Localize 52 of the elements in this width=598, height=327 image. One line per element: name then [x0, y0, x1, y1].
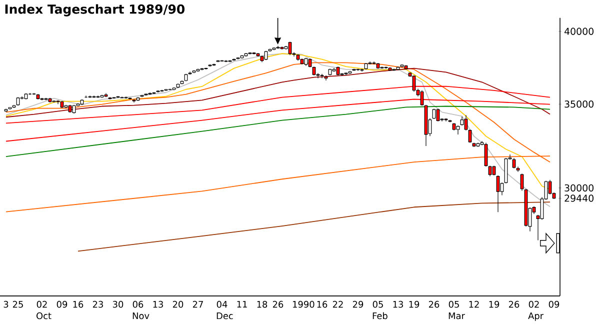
x-tick-label: 27 [192, 300, 203, 308]
x-tick-label: 06 Nov [132, 300, 150, 320]
candlestick [88, 95, 92, 98]
y-tick-label: 35000 [564, 100, 594, 108]
x-tick-label: 29 [352, 300, 364, 308]
candlestick [288, 41, 292, 56]
x-tick-label: 19 [489, 300, 500, 308]
x-tick-label: 05 Feb [372, 300, 388, 320]
line-series [78, 202, 550, 252]
x-tick-label: 3 [4, 300, 8, 308]
x-tick-label: 20 [172, 300, 184, 308]
x-tick-label: 25 [12, 300, 23, 308]
x-tick-label: 16 [73, 300, 84, 308]
x-tick-label: 19 [409, 300, 420, 308]
x-tick-label: 04 Dec [216, 300, 233, 320]
y-tick-label: 30000 [564, 184, 594, 192]
x-tick-label: 05 Mar [448, 300, 465, 320]
x-tick-label: 11 [237, 300, 247, 308]
x-tick-label: 13 [153, 300, 163, 308]
x-tick-label: 22 [332, 300, 343, 308]
x-tick-label: 23 [92, 300, 103, 308]
line-series [6, 68, 550, 118]
chart-title: Index Tageschart 1989/90 [5, 4, 185, 16]
x-tick-label: 02 Apr [528, 300, 544, 321]
candlestick [512, 158, 516, 169]
x-tick-label: 12 [469, 300, 479, 308]
candlestick [32, 92, 36, 96]
x-tick-label: 13 [393, 300, 403, 308]
x-tick-label: 30 [112, 300, 124, 308]
x-tick-label: 1990 [293, 300, 314, 308]
candlestick [116, 96, 120, 98]
candlestick [160, 90, 164, 92]
candlestick [464, 114, 468, 131]
x-tick-label: 26 [428, 300, 440, 308]
x-tick-label: 26 [508, 300, 520, 308]
x-tick-label: 26 [272, 300, 284, 308]
x-tick-label: 09 [56, 300, 68, 308]
x-tick-label: 16 [317, 300, 328, 308]
candlestick [516, 166, 520, 172]
candlestick [168, 88, 172, 91]
candlestick [432, 108, 436, 120]
candlestick [28, 92, 32, 96]
candlestick [436, 108, 440, 122]
candlestick [204, 67, 208, 70]
line-series [6, 106, 550, 158]
y-tick-label: 40000 [564, 28, 594, 35]
candlestick [96, 95, 100, 98]
candlestick [456, 125, 460, 135]
x-tick-label: 02 Oct [36, 300, 52, 320]
x-tick-label: 09 [548, 300, 560, 308]
x-tick-label: 18 [257, 300, 268, 308]
y-tick-label: 29440 [564, 194, 594, 202]
